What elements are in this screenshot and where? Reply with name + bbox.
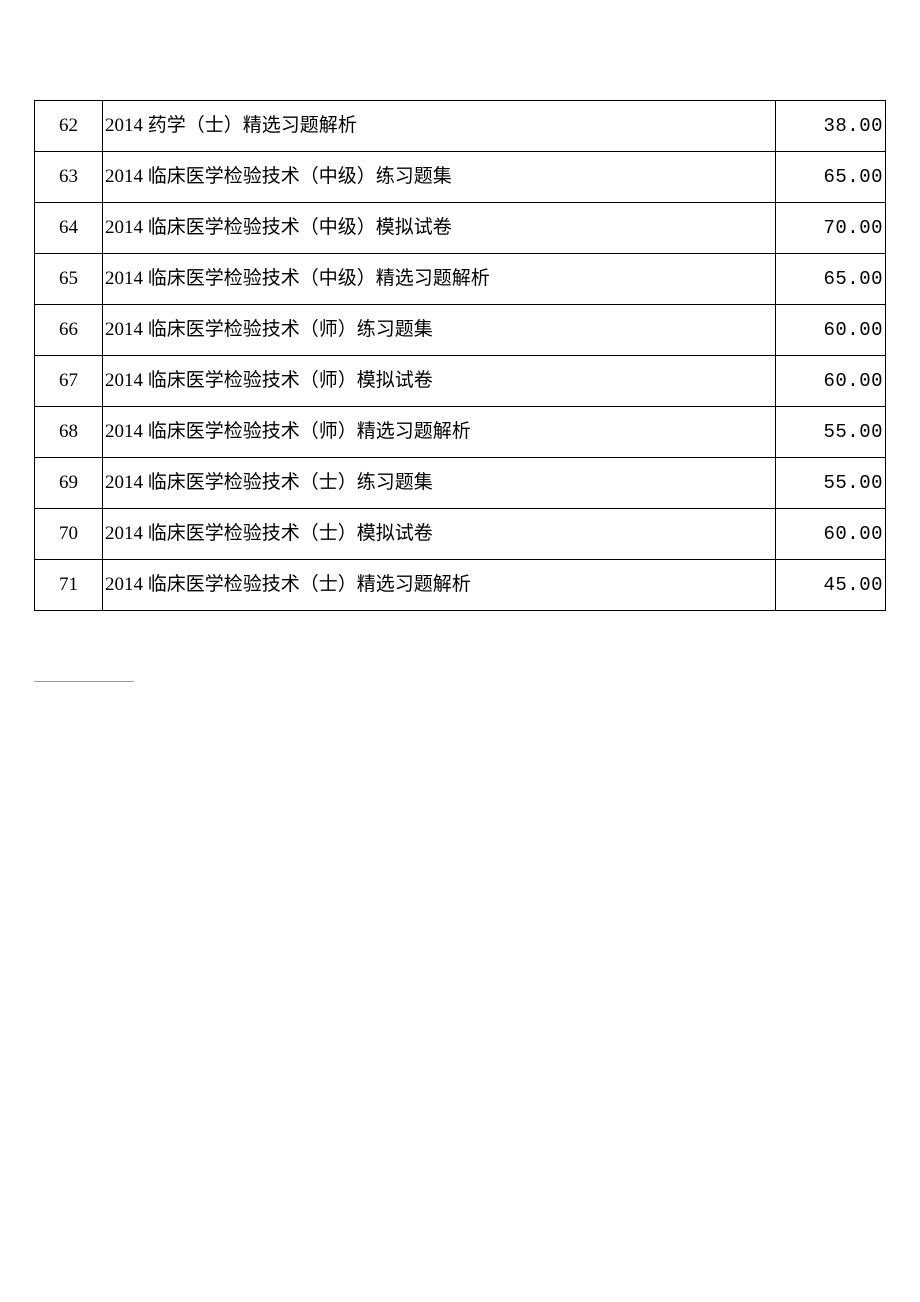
table-row: 71 2014 临床医学检验技术（士）精选习题解析 45.00: [35, 560, 886, 611]
row-title: 2014 临床医学检验技术（师）模拟试卷: [103, 356, 776, 407]
row-title: 2014 临床医学检验技术（中级）练习题集: [103, 152, 776, 203]
table-row: 64 2014 临床医学检验技术（中级）模拟试卷 70.00: [35, 203, 886, 254]
table-row: 70 2014 临床医学检验技术（士）模拟试卷 60.00: [35, 509, 886, 560]
row-price: 60.00: [776, 305, 886, 356]
table-row: 65 2014 临床医学检验技术（中级）精选习题解析 65.00: [35, 254, 886, 305]
table-row: 69 2014 临床医学检验技术（士）练习题集 55.00: [35, 458, 886, 509]
table-row: 67 2014 临床医学检验技术（师）模拟试卷 60.00: [35, 356, 886, 407]
row-number: 64: [35, 203, 103, 254]
row-number: 70: [35, 509, 103, 560]
table-row: 68 2014 临床医学检验技术（师）精选习题解析 55.00: [35, 407, 886, 458]
table-row: 66 2014 临床医学检验技术（师）练习题集 60.00: [35, 305, 886, 356]
row-price: 60.00: [776, 509, 886, 560]
row-number: 68: [35, 407, 103, 458]
footnote-rule: [34, 681, 134, 682]
row-price: 65.00: [776, 254, 886, 305]
row-price: 38.00: [776, 101, 886, 152]
row-number: 66: [35, 305, 103, 356]
row-title: 2014 临床医学检验技术（士）模拟试卷: [103, 509, 776, 560]
table-row: 62 2014 药学（士）精选习题解析 38.00: [35, 101, 886, 152]
row-title: 2014 临床医学检验技术（士）精选习题解析: [103, 560, 776, 611]
row-number: 71: [35, 560, 103, 611]
row-number: 63: [35, 152, 103, 203]
row-price: 65.00: [776, 152, 886, 203]
row-price: 55.00: [776, 458, 886, 509]
book-price-table: 62 2014 药学（士）精选习题解析 38.00 63 2014 临床医学检验…: [34, 100, 886, 611]
row-price: 60.00: [776, 356, 886, 407]
row-number: 65: [35, 254, 103, 305]
row-title: 2014 药学（士）精选习题解析: [103, 101, 776, 152]
row-price: 70.00: [776, 203, 886, 254]
row-title: 2014 临床医学检验技术（中级）精选习题解析: [103, 254, 776, 305]
table-row: 63 2014 临床医学检验技术（中级）练习题集 65.00: [35, 152, 886, 203]
row-number: 62: [35, 101, 103, 152]
row-number: 67: [35, 356, 103, 407]
row-title: 2014 临床医学检验技术（师）练习题集: [103, 305, 776, 356]
row-number: 69: [35, 458, 103, 509]
row-title: 2014 临床医学检验技术（中级）模拟试卷: [103, 203, 776, 254]
row-price: 45.00: [776, 560, 886, 611]
row-title: 2014 临床医学检验技术（士）练习题集: [103, 458, 776, 509]
row-title: 2014 临床医学检验技术（师）精选习题解析: [103, 407, 776, 458]
row-price: 55.00: [776, 407, 886, 458]
